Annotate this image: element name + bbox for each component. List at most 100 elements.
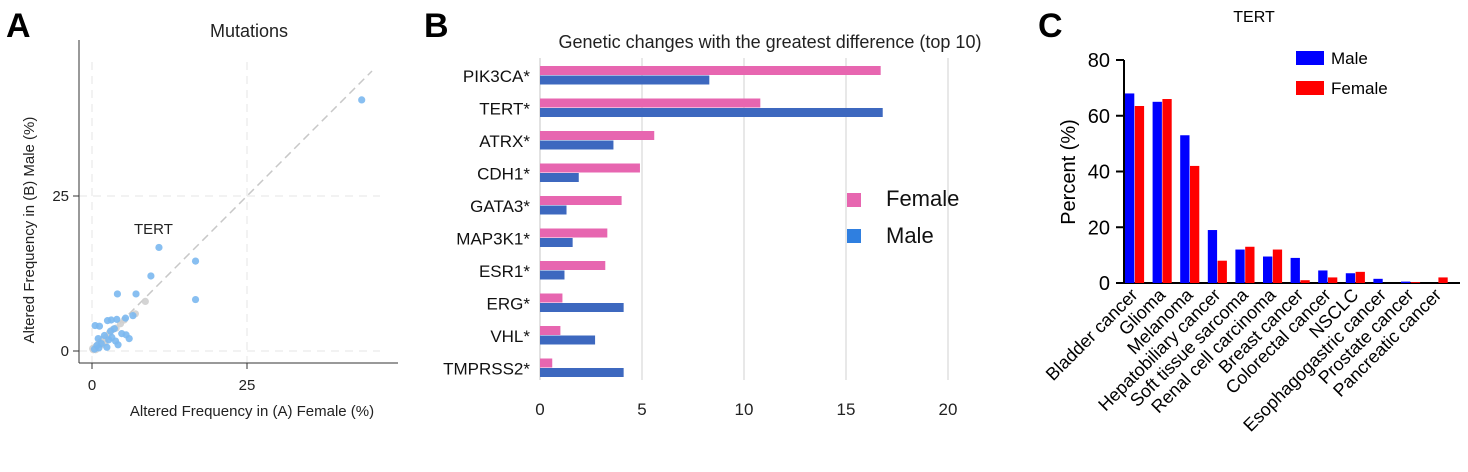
chart-b-category-label: MAP3K1* — [456, 230, 530, 249]
chart-a-annotation: TERT — [134, 221, 173, 238]
chart-a-xtick-label: 25 — [239, 377, 256, 394]
bar-male — [1373, 278, 1383, 283]
bar-female — [1162, 99, 1172, 284]
chart-b-category-labels: PIK3CA* TERT* ATRX* CDH1* GATA3* MAP3K1* ESR1*… — [443, 67, 530, 379]
chart-a-points — [89, 96, 366, 354]
chart-a-title: Mutations — [210, 21, 288, 41]
chart-a-ylabel: Altered Frequency in (B) Male (%) — [21, 117, 38, 344]
bar-male — [540, 205, 567, 215]
bar-male — [540, 368, 624, 377]
chart-a-point — [155, 243, 163, 252]
bar-female — [1328, 277, 1338, 283]
bar-chart-genetic-changes: Genetic changes with the greatest differ… — [443, 32, 981, 419]
chart-a-point — [103, 343, 111, 351]
bar-male — [540, 108, 883, 117]
chart-a-point — [90, 345, 99, 353]
legend-male-label: Male — [886, 223, 934, 248]
chart-c-bars — [1125, 93, 1448, 284]
chart-a-point — [132, 290, 140, 298]
panel-label-b: B — [424, 7, 449, 45]
legend-c-female-label: Female — [1331, 79, 1388, 98]
chart-b-xtick-label: 0 — [535, 400, 544, 419]
chart-b-ticks: 0 5 10 15 20 — [535, 400, 957, 419]
chart-a-point — [95, 322, 104, 330]
chart-a-point — [113, 290, 122, 298]
chart-c-ticks: 0 20 40 60 80 — [1088, 50, 1124, 295]
chart-a-point — [129, 312, 137, 320]
chart-b-xtick-label: 10 — [735, 400, 754, 419]
chart-a-point — [121, 314, 130, 322]
chart-a-point — [107, 327, 115, 335]
bar-female — [1245, 246, 1255, 283]
chart-b-category-label: ATRX* — [479, 132, 530, 151]
bar-female — [1217, 260, 1227, 283]
chart-b-category-label: ESR1* — [479, 262, 530, 281]
chart-a-xtick-label: 0 — [88, 377, 96, 394]
bar-female — [540, 163, 640, 173]
bar-female — [540, 228, 608, 238]
chart-b-category-label: PIK3CA* — [463, 67, 530, 86]
bar-male — [540, 238, 573, 247]
chart-a-point — [191, 295, 200, 304]
chart-b-category-label: TMPRSS2* — [443, 360, 530, 379]
chart-a-point — [114, 341, 122, 349]
chart-b-category-label: ERG* — [487, 295, 531, 314]
bar-female — [540, 196, 622, 205]
panel-label-c: C — [1038, 7, 1063, 45]
legend-female-label: Female — [886, 186, 959, 211]
bar-female — [540, 358, 553, 368]
bar-female — [540, 66, 881, 75]
bar-male — [540, 173, 579, 182]
chart-a-point — [108, 333, 116, 341]
bar-male — [1180, 135, 1190, 283]
bar-male — [1318, 270, 1328, 283]
chart-a-point — [113, 315, 121, 323]
legend-c-female-swatch — [1296, 81, 1324, 95]
scatter-chart-mutations: Mutations 0 25 0 25 TERT Altered Frequency … — [21, 21, 398, 420]
chart-b-legend: Female Male — [847, 186, 959, 248]
chart-b-title: Genetic changes with the greatest differ… — [559, 32, 982, 52]
bar-male — [1345, 273, 1356, 283]
bar-female — [1410, 282, 1421, 283]
chart-b-bars — [540, 66, 883, 377]
chart-a-xlabel: Altered Frequency in (A) Female (%) — [130, 403, 374, 420]
chart-b-category-label: TERT* — [479, 100, 530, 119]
bar-female — [1355, 271, 1365, 283]
bar-male — [1290, 257, 1300, 283]
chart-b-category-label: GATA3* — [470, 197, 530, 216]
chart-c-ytick-label: 60 — [1088, 106, 1110, 128]
bar-female — [1300, 280, 1310, 283]
legend-c-male-swatch — [1296, 51, 1324, 65]
chart-b-xtick-label: 5 — [637, 400, 646, 419]
bar-male — [1125, 93, 1135, 283]
chart-c-ytick-label: 40 — [1088, 162, 1110, 184]
bar-female — [540, 98, 761, 108]
chart-a-point — [147, 272, 155, 280]
chart-c-category-labels: Bladder cancerGliomaMelanomaHepatobiliar… — [1042, 284, 1445, 435]
chart-b-category-label: VHL* — [490, 327, 530, 346]
legend-c-male-label: Male — [1331, 49, 1368, 68]
bar-female — [1438, 277, 1448, 283]
chart-c-ylabel: Percent (%) — [1058, 119, 1080, 225]
chart-a-point — [103, 317, 112, 325]
bar-female — [1134, 105, 1145, 284]
panel-label-a: A — [6, 7, 31, 45]
bar-female — [540, 261, 606, 270]
chart-a-point — [358, 96, 366, 104]
bar-male — [540, 270, 565, 280]
bar-female — [1272, 249, 1283, 283]
chart-a-ytick-label: 25 — [52, 188, 69, 205]
bar-male — [540, 303, 624, 312]
legend-female-swatch — [847, 193, 861, 207]
bar-male — [1401, 281, 1411, 283]
chart-c-ytick-label: 0 — [1099, 273, 1110, 295]
bar-male — [540, 335, 596, 345]
bar-male — [1152, 101, 1162, 283]
chart-c-title: TERT — [1233, 9, 1275, 26]
chart-b-xtick-label: 15 — [837, 400, 856, 419]
bar-chart-tert: TERT 0 20 40 60 80 Bladder cancerGliomaMelan… — [1042, 9, 1460, 435]
legend-male-swatch — [847, 229, 861, 243]
bar-male — [1263, 256, 1273, 283]
chart-a-diagonal — [91, 70, 373, 352]
